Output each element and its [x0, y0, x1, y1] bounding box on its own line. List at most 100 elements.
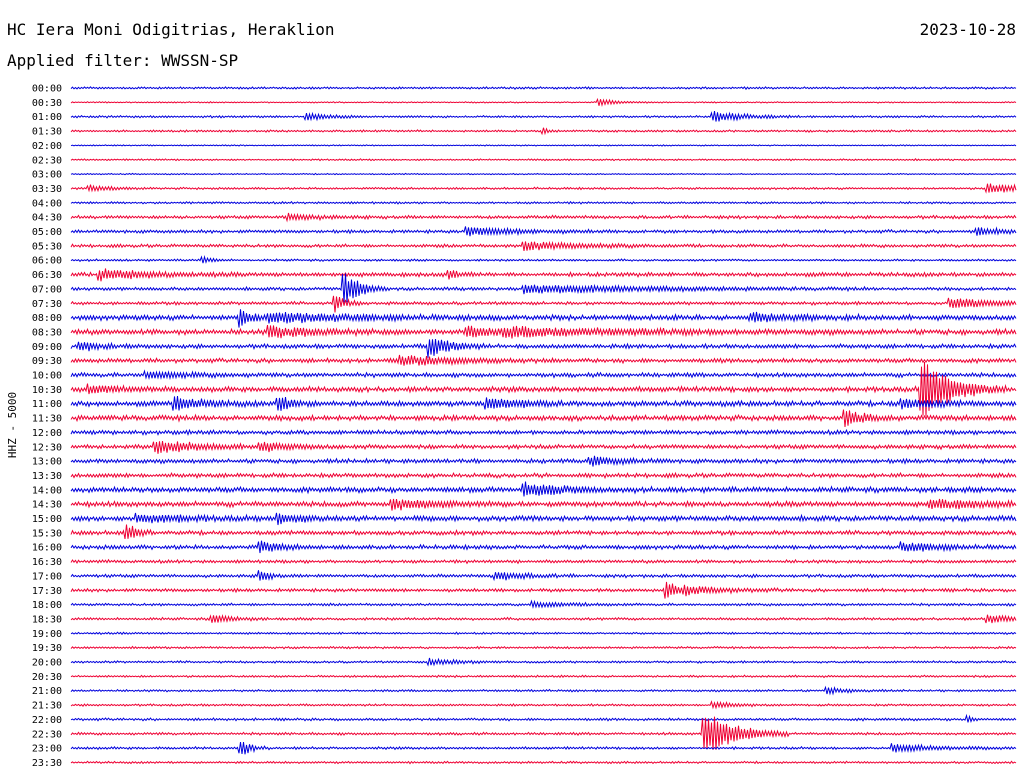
row-time-label: 20:00 — [32, 658, 62, 669]
filter-label: Applied filter: WWSSN-SP — [7, 51, 239, 70]
row-time-label: 03:30 — [32, 184, 62, 195]
row-time-label: 10:00 — [32, 371, 62, 382]
trace-line — [70, 674, 1017, 679]
trace-line — [70, 540, 1017, 554]
trace-line — [70, 200, 1017, 205]
row-time-label: 13:30 — [32, 471, 62, 482]
trace-line — [70, 512, 1017, 526]
row-time-label: 20:30 — [32, 672, 62, 683]
row-time-label: 05:00 — [32, 227, 62, 238]
station-title: HC Iera Moni Odigitrias, Heraklion — [7, 20, 335, 39]
row-time-label: 03:00 — [32, 170, 62, 181]
row-time-label: 09:30 — [32, 356, 62, 367]
row-time-label: 18:30 — [32, 614, 62, 625]
trace-line — [70, 158, 1017, 162]
trace-rows: 00:00 00:30 01:00 01:30 02:00 02:30 03:00 03:30… — [32, 84, 1017, 769]
row-time-label: 16:30 — [32, 557, 62, 568]
row-time-label: 22:00 — [32, 715, 62, 726]
trace-line — [70, 361, 1017, 417]
row-time-label: 08:00 — [32, 313, 62, 324]
trace-line — [70, 396, 1017, 411]
trace-line — [70, 524, 1017, 539]
row-time-label: 01:00 — [32, 112, 62, 123]
row-time-label: 02:00 — [32, 141, 62, 152]
trace-line — [70, 441, 1017, 454]
trace-line — [70, 685, 1017, 696]
row-time-label: 18:00 — [32, 600, 62, 611]
row-time-label: 17:30 — [32, 586, 62, 597]
row-time-label: 08:30 — [32, 327, 62, 338]
row-time-label: 21:30 — [32, 701, 62, 712]
row-time-label: 00:30 — [32, 98, 62, 109]
trace-line — [70, 428, 1017, 437]
trace-line — [70, 409, 1017, 427]
trace-line — [70, 716, 1017, 750]
trace-line — [70, 325, 1017, 339]
trace-line — [70, 268, 1017, 282]
trace-line — [70, 172, 1017, 176]
trace-line — [70, 742, 1017, 755]
trace-line — [70, 581, 1017, 599]
row-time-label: 21:00 — [32, 686, 62, 697]
row-time-label: 14:30 — [32, 500, 62, 511]
trace-line — [70, 570, 1017, 582]
row-time-label: 11:00 — [32, 399, 62, 410]
row-time-label: 19:00 — [32, 629, 62, 640]
trace-line — [70, 455, 1017, 467]
row-time-label: 15:00 — [32, 514, 62, 525]
trace-line — [70, 97, 1017, 107]
trace-line — [70, 212, 1017, 223]
trace-line — [70, 127, 1017, 136]
row-time-label: 19:30 — [32, 643, 62, 654]
row-time-label: 12:30 — [32, 442, 62, 453]
trace-line — [70, 273, 1017, 303]
row-time-label: 17:00 — [32, 571, 62, 582]
trace-line — [70, 498, 1017, 511]
y-axis-label: HHZ - 5000 — [6, 392, 19, 458]
trace-line — [70, 144, 1017, 147]
row-time-label: 22:30 — [32, 729, 62, 740]
trace-line — [70, 354, 1017, 367]
trace-line — [70, 760, 1017, 765]
trace-line — [70, 295, 1017, 313]
trace-line — [70, 183, 1017, 194]
row-time-label: 04:30 — [32, 213, 62, 224]
row-time-label: 02:30 — [32, 155, 62, 166]
row-time-label: 06:00 — [32, 256, 62, 267]
row-time-label: 01:30 — [32, 127, 62, 138]
row-time-label: 11:30 — [32, 414, 62, 425]
row-time-label: 10:30 — [32, 385, 62, 396]
record-date: 2023-10-28 — [919, 20, 1016, 39]
row-time-label: 06:30 — [32, 270, 62, 281]
row-time-label: 12:00 — [32, 428, 62, 439]
row-time-label: 23:30 — [32, 758, 62, 769]
trace-line — [70, 111, 1017, 122]
trace-line — [70, 713, 1017, 724]
trace-line — [70, 86, 1017, 91]
row-time-label: 07:30 — [32, 299, 62, 310]
trace-line — [70, 599, 1017, 609]
row-time-label: 23:00 — [32, 744, 62, 755]
row-time-label: 15:30 — [32, 528, 62, 539]
trace-line — [70, 481, 1017, 497]
trace-line — [70, 255, 1017, 264]
row-time-label: 13:00 — [32, 457, 62, 468]
trace-line — [70, 339, 1017, 358]
trace-line — [70, 700, 1017, 710]
trace-line — [70, 631, 1017, 636]
row-time-label: 14:00 — [32, 485, 62, 496]
row-time-label: 07:00 — [32, 284, 62, 295]
trace-line — [70, 369, 1017, 381]
trace-line — [70, 226, 1017, 237]
trace-line — [70, 657, 1017, 667]
row-time-label: 05:30 — [32, 241, 62, 252]
trace-line — [70, 240, 1017, 251]
trace-line — [70, 309, 1017, 328]
trace-line — [70, 558, 1017, 565]
trace-line — [70, 645, 1017, 650]
trace-line — [70, 471, 1017, 480]
trace-line — [70, 613, 1017, 624]
row-time-label: 09:00 — [32, 342, 62, 353]
row-time-label: 00:00 — [32, 84, 62, 95]
